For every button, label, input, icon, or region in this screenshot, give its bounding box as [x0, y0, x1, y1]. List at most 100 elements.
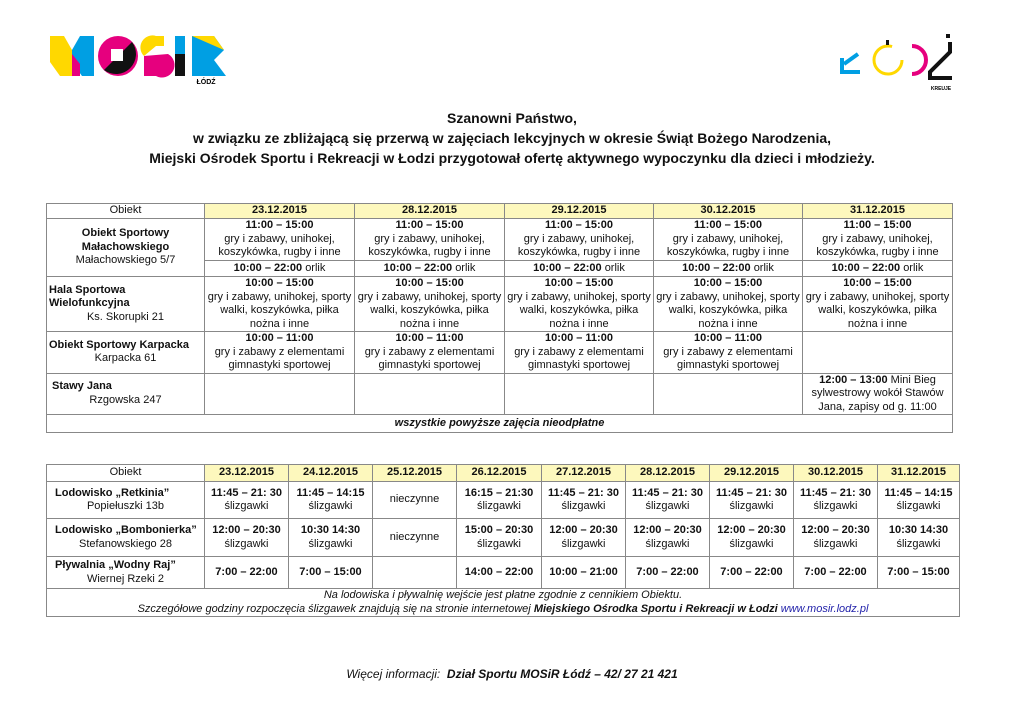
- column-header: 31.12.2015: [802, 203, 953, 219]
- hours-cell: 11:45 – 21: 30 ślizgawki: [625, 481, 710, 519]
- orlik-cell: 10:00 – 22:00 orlik: [204, 260, 355, 277]
- table-row: Hala Sportowa Wielofunkcyjna Ks. Skorupki…: [46, 276, 953, 332]
- column-header: 29.12.2015: [709, 464, 794, 482]
- hours-cell: 12:00 – 20:30 ślizgawki: [793, 518, 878, 557]
- hours-cell: 7:00 – 22:00: [625, 556, 710, 589]
- empty-cell: [204, 372, 355, 415]
- orlik-cell: 10:00 – 22:00 orlik: [653, 260, 803, 277]
- activity-cell: 10:00 – 11:00 gry i zabawy z elementami g…: [653, 331, 803, 374]
- activity-cell: 10:00 – 11:00 gry i zabawy z elementami g…: [204, 331, 355, 374]
- hours-cell: 7:00 – 22:00: [204, 556, 289, 589]
- column-header: Obiekt: [46, 203, 205, 219]
- venue-cell: Pływalnia „Wodny Raj” Wiernej Rzeki 2: [46, 556, 205, 589]
- hours-cell: 16:15 – 21:30 ślizgawki: [456, 481, 542, 519]
- svg-text:KREUJE: KREUJE: [931, 86, 952, 92]
- contact-info: Więcej informacji: Dział Sportu MOSiR Łó…: [346, 667, 678, 681]
- hours-cell: 12:00 – 20:30 ślizgawki: [204, 518, 289, 557]
- empty-cell: [504, 372, 654, 415]
- heading-line: w związku ze zbliżającą się przerwą w za…: [192, 130, 832, 146]
- hours-cell: 11:45 – 14:15 ślizgawki: [877, 481, 960, 519]
- table-header-row: Obiekt 23.12.2015 28.12.2015 29.12.2015 …: [46, 203, 953, 219]
- hours-cell: 12:00 – 20:30 ślizgawki: [709, 518, 794, 557]
- hours-cell: 7:00 – 22:00: [793, 556, 878, 589]
- column-header: 23.12.2015: [204, 203, 355, 219]
- venue-cell: Obiekt Sportowy Karpacka Karpacka 61: [46, 331, 205, 374]
- table-row: Lodowisko „Bombonierka” Stefanowskiego 28…: [46, 518, 960, 557]
- orlik-cell: 10:00 – 22:00 orlik: [802, 260, 953, 277]
- hours-cell: 11:45 – 21: 30 ślizgawki: [793, 481, 878, 519]
- table-row: Lodowisko „Retkinia” Popiełuszki 13b 11:45…: [46, 481, 960, 519]
- lodz-kreuje-logo: KREUJE: [840, 34, 952, 92]
- pricing-note: Na lodowiska i pływalnię wejście jest pł…: [46, 588, 960, 617]
- orlik-cell: 10:00 – 22:00 orlik: [354, 260, 505, 277]
- table-row: Pływalnia „Wodny Raj” Wiernej Rzeki 2 7:00…: [46, 556, 960, 589]
- activity-cell: 10:00 – 15:00 gry i zabawy, unihokej, spo…: [653, 276, 803, 332]
- activities-table: Obiekt 23.12.2015 28.12.2015 29.12.2015 …: [46, 203, 953, 433]
- hours-cell: 10:30 14:30 ślizgawki: [288, 518, 373, 557]
- empty-cell: [653, 372, 803, 415]
- table-footer-row: wszystkie powyższe zajęcia nieodpłatne: [46, 414, 953, 433]
- activity-cell: 10:00 – 11:00 gry i zabawy z elementami g…: [504, 331, 654, 374]
- orlik-cell: 10:00 – 22:00 orlik: [504, 260, 654, 277]
- hours-cell: 11:45 – 14:15 ślizgawki: [288, 481, 373, 519]
- empty-cell: [354, 372, 505, 415]
- svg-text:ŁÓDŹ: ŁÓDŹ: [196, 77, 216, 86]
- column-header: 29.12.2015: [504, 203, 654, 219]
- column-header: 23.12.2015: [204, 464, 289, 482]
- hours-cell: 15:00 – 20:30 ślizgawki: [456, 518, 542, 557]
- activity-cell: 10:00 – 15:00 gry i zabawy, unihokej, spo…: [504, 276, 654, 332]
- column-header: Obiekt: [46, 464, 205, 482]
- column-header: 30.12.2015: [793, 464, 878, 482]
- hours-cell: 10:30 14:30 ślizgawki: [877, 518, 960, 557]
- column-header: 27.12.2015: [541, 464, 626, 482]
- table-footer-row: Na lodowiska i pływalnię wejście jest pł…: [46, 588, 960, 617]
- column-header: 30.12.2015: [653, 203, 803, 219]
- activity-cell: 10:00 – 11:00 gry i zabawy z elementami g…: [354, 331, 505, 374]
- mosir-website-link[interactable]: www.mosir.lodz.pl: [780, 602, 869, 615]
- letter-heading: Szanowni Państwo, w związku ze zbliżając…: [0, 108, 1024, 168]
- activity-cell: 11:00 – 15:00 gry i zabawy, unihokej, kos…: [354, 218, 505, 261]
- activity-cell: 11:00 – 15:00 gry i zabawy, unihokej, kos…: [204, 218, 355, 261]
- activity-cell: 11:00 – 15:00 gry i zabawy, unihokej, kos…: [653, 218, 803, 261]
- hours-cell: 11:45 – 21: 30 ślizgawki: [541, 481, 626, 519]
- table-row: Obiekt Sportowy Karpacka Karpacka 61 10:0…: [46, 331, 953, 374]
- activity-cell: 10:00 – 15:00 gry i zabawy, unihokej, spo…: [802, 276, 953, 332]
- column-header: 28.12.2015: [625, 464, 710, 482]
- activity-cell: 11:00 – 15:00 gry i zabawy, unihokej, kos…: [802, 218, 953, 261]
- activity-cell: 11:00 – 15:00 gry i zabawy, unihokej, kos…: [504, 218, 654, 261]
- activity-cell: 10:00 – 15:00 gry i zabawy, unihokej, spo…: [204, 276, 355, 332]
- table-row: 10:00 – 22:00 orlik 10:00 – 22:00 orlik …: [47, 260, 953, 277]
- venue-cell: Lodowisko „Bombonierka” Stefanowskiego 28: [46, 518, 205, 557]
- hours-cell: 11:45 – 21: 30 ślizgawki: [709, 481, 794, 519]
- venue-cell: Lodowisko „Retkinia” Popiełuszki 13b: [46, 481, 205, 519]
- activity-cell: 12:00 – 13:00 Mini Bieg sylwestrowy wokó…: [802, 372, 953, 415]
- heading-line: Miejski Ośrodek Sportu i Rekreacji w Łod…: [149, 150, 875, 166]
- hours-cell: 10:00 – 21:00: [541, 556, 626, 589]
- column-header: 31.12.2015: [877, 464, 960, 482]
- mosir-logo: ŁÓDŹ: [50, 35, 226, 86]
- venue-cell: Stawy Jana Rzgowska 247: [46, 372, 205, 415]
- hours-cell: 12:00 – 20:30 ślizgawki: [625, 518, 710, 557]
- table-row: Obiekt Sportowy Małachowskiego Małachowsk…: [46, 218, 953, 277]
- column-header: 24.12.2015: [288, 464, 373, 482]
- activity-cell: 10:00 – 15:00 gry i zabawy, unihokej, spo…: [354, 276, 505, 332]
- greeting: Szanowni Państwo,: [447, 110, 577, 126]
- venue-cell: Obiekt Sportowy Małachowskiego Małachowsk…: [46, 218, 205, 277]
- hours-cell: nieczynne: [372, 481, 457, 519]
- hours-cell: nieczynne: [372, 518, 457, 557]
- column-header: 28.12.2015: [354, 203, 505, 219]
- hours-cell: 7:00 – 15:00: [288, 556, 373, 589]
- venue-cell: Hala Sportowa Wielofunkcyjna Ks. Skorupki…: [46, 276, 205, 332]
- hours-cell: 7:00 – 15:00: [877, 556, 960, 589]
- hours-cell: 7:00 – 22:00: [709, 556, 794, 589]
- table-header-row: Obiekt 23.12.2015 24.12.2015 25.12.2015 26.1…: [46, 464, 960, 482]
- column-header: 25.12.2015: [372, 464, 457, 482]
- free-note: wszystkie powyższe zajęcia nieodpłatne: [46, 414, 953, 433]
- column-header: 26.12.2015: [456, 464, 542, 482]
- empty-cell: [802, 331, 953, 374]
- ice-rink-table: Obiekt 23.12.2015 24.12.2015 25.12.2015 26.1…: [46, 464, 960, 617]
- hours-cell: 12:00 – 20:30 ślizgawki: [541, 518, 626, 557]
- hours-cell: 11:45 – 21: 30 ślizgawki: [204, 481, 289, 519]
- table-row: Stawy Jana Rzgowska 247 12:00 – 13:00 Min…: [46, 372, 953, 415]
- hours-cell: [372, 556, 457, 589]
